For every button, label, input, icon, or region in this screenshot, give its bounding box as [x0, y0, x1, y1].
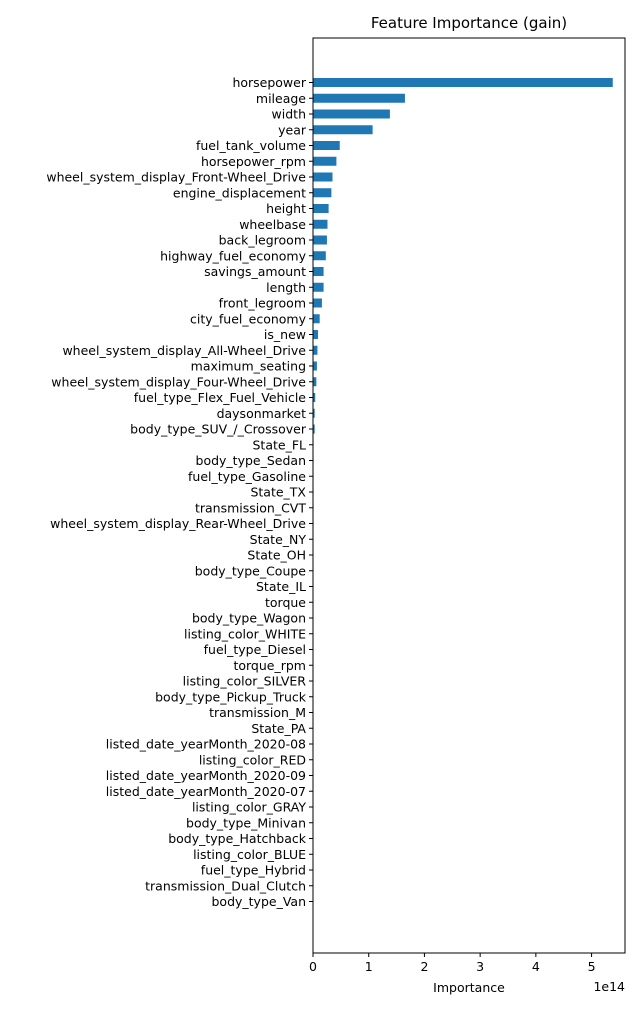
y-tick-label-36: fuel_type_Diesel — [204, 642, 306, 657]
x-tick-label-0: 0 — [309, 959, 317, 974]
bar-22 — [313, 424, 315, 434]
x-tick-label-4: 4 — [532, 959, 540, 974]
y-tick-label-51: transmission_Dual_Clutch — [145, 878, 306, 893]
y-tick-label-31: body_type_Coupe — [195, 563, 307, 578]
y-axis-ticks: horsepowermileagewidthyearfuel_tank_volu… — [46, 75, 313, 909]
y-tick-label-26: State_TX — [250, 485, 306, 500]
bar-3 — [313, 125, 373, 135]
bar-0 — [313, 78, 613, 87]
y-tick-label-35: listing_color_WHITE — [184, 626, 306, 641]
y-tick-label-19: wheel_system_display_Four-Wheel_Drive — [51, 374, 306, 389]
bar-8 — [313, 204, 329, 213]
y-tick-label-50: fuel_type_Hybrid — [201, 863, 306, 878]
y-tick-label-25: fuel_type_Gasoline — [188, 469, 306, 484]
bar-6 — [313, 172, 333, 182]
bar-15 — [313, 314, 320, 324]
y-tick-label-20: fuel_type_Flex_Fuel_Vehicle — [134, 390, 307, 405]
y-tick-label-11: highway_fuel_economy — [160, 248, 306, 263]
y-tick-label-13: length — [266, 280, 306, 295]
bar-16 — [313, 330, 319, 339]
x-axis-label: Importance — [433, 980, 505, 995]
bar-10 — [313, 235, 327, 245]
bar-18 — [313, 361, 317, 371]
bar-17 — [313, 345, 318, 355]
y-tick-label-32: State_IL — [256, 579, 306, 594]
y-tick-label-45: listed_date_yearMonth_2020-07 — [106, 784, 306, 799]
y-tick-label-4: fuel_tank_volume — [196, 138, 306, 153]
y-tick-label-3: year — [278, 122, 307, 137]
y-tick-label-47: body_type_Minivan — [186, 815, 306, 830]
chart-title: Feature Importance (gain) — [371, 14, 567, 32]
y-tick-label-24: body_type_Sedan — [196, 453, 306, 468]
y-tick-label-52: body_type_Van — [211, 894, 306, 909]
y-tick-label-17: wheel_system_display_All-Wheel_Drive — [62, 343, 306, 358]
y-tick-label-5: horsepower_rpm — [201, 154, 306, 169]
x-tick-label-5: 5 — [588, 959, 596, 974]
y-tick-label-9: wheelbase — [239, 217, 306, 232]
bar-21 — [313, 408, 315, 418]
y-tick-label-23: State_FL — [253, 437, 307, 452]
y-tick-label-18: maximum_seating — [191, 359, 306, 374]
y-tick-label-12: savings_amount — [204, 264, 306, 279]
y-tick-label-6: wheel_system_display_Front-Wheel_Drive — [46, 170, 306, 185]
y-tick-label-7: engine_displacement — [173, 185, 306, 200]
y-tick-label-42: listed_date_yearMonth_2020-08 — [106, 737, 306, 752]
y-tick-label-48: body_type_Hatchback — [168, 831, 307, 846]
y-tick-label-29: State_NY — [250, 532, 307, 547]
bar-19 — [313, 377, 317, 387]
y-tick-label-37: torque_rpm — [233, 658, 306, 673]
y-tick-label-33: torque — [265, 595, 306, 610]
y-tick-label-38: listing_color_SILVER — [183, 674, 307, 689]
y-tick-label-8: height — [266, 201, 306, 216]
x-tick-label-3: 3 — [476, 959, 484, 974]
y-tick-label-27: transmission_CVT — [195, 500, 306, 515]
bar-9 — [313, 219, 328, 229]
bar-1 — [313, 93, 405, 103]
y-tick-label-0: horsepower — [232, 75, 306, 90]
y-tick-label-22: body_type_SUV_/_Crossover — [130, 422, 307, 437]
bar-12 — [313, 267, 324, 276]
y-tick-label-30: State_OH — [247, 548, 306, 563]
y-tick-label-16: is_new — [264, 327, 306, 342]
bar-2 — [313, 109, 390, 119]
bar-5 — [313, 156, 337, 166]
bar-7 — [313, 188, 332, 198]
y-tick-label-14: front_legroom — [219, 296, 306, 311]
x-tick-label-1: 1 — [365, 959, 373, 974]
y-tick-label-21: daysonmarket — [217, 406, 307, 421]
x-tick-label-2: 2 — [420, 959, 428, 974]
y-tick-label-44: listed_date_yearMonth_2020-09 — [106, 768, 306, 783]
bar-14 — [313, 298, 322, 308]
x-axis-ticks: 0 1 2 3 4 5 — [309, 953, 596, 974]
x-axis-scale-label: 1e14 — [593, 979, 625, 994]
bar-20 — [313, 393, 316, 402]
y-tick-label-15: city_fuel_economy — [190, 311, 307, 326]
bar-11 — [313, 251, 326, 261]
y-tick-label-1: mileage — [256, 91, 306, 106]
y-tick-label-43: listing_color_RED — [199, 752, 306, 767]
y-tick-label-46: listing_color_GRAY — [192, 800, 306, 815]
y-tick-label-39: body_type_Pickup_Truck — [155, 689, 307, 704]
bar-4 — [313, 141, 340, 150]
y-tick-label-28: wheel_system_display_Rear-Wheel_Drive — [50, 516, 306, 531]
y-tick-label-10: back_legroom — [219, 233, 306, 248]
y-tick-label-49: listing_color_BLUE — [193, 847, 306, 862]
axes-frame — [312, 37, 626, 954]
y-tick-label-41: State_PA — [251, 721, 306, 736]
bar-13 — [313, 282, 324, 292]
bars-layer — [313, 78, 613, 528]
y-tick-label-2: width — [272, 107, 306, 122]
y-tick-label-40: transmission_M — [209, 705, 306, 720]
y-tick-label-34: body_type_Wagon — [192, 611, 306, 626]
